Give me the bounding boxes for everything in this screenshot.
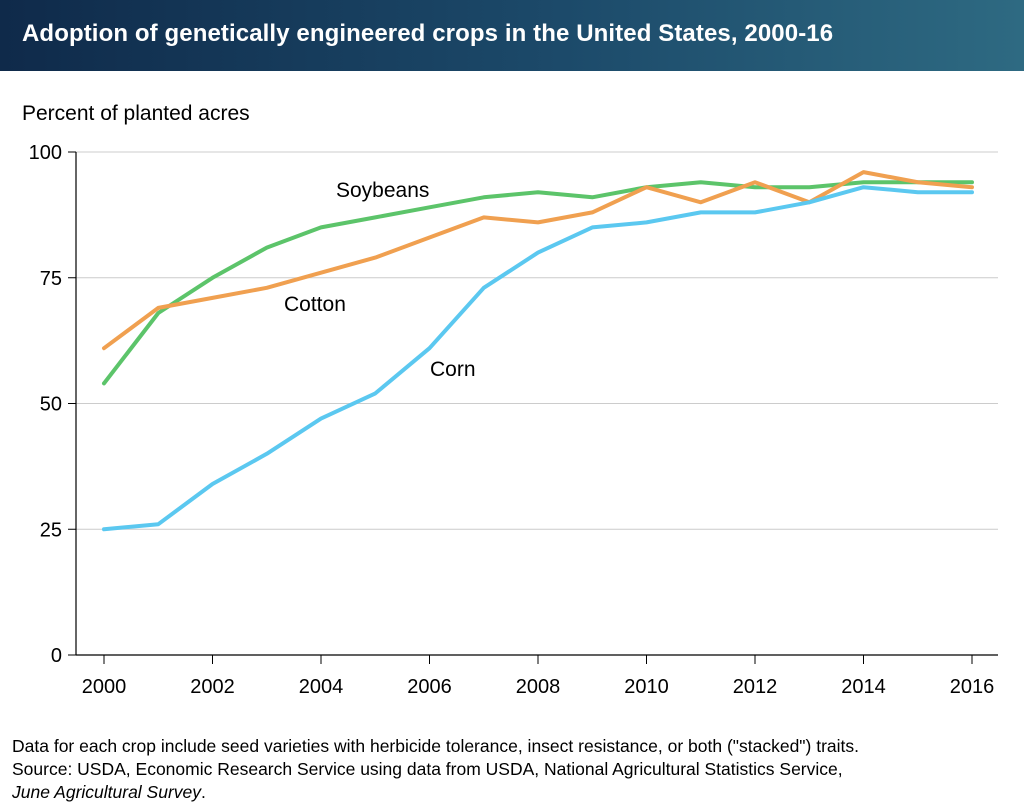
gridlines: [76, 151, 998, 530]
series-line-corn: [102, 185, 974, 532]
y-tick-label-75: 75: [40, 268, 62, 290]
tick-labels: 0 25 50 75 100 2000 2002 2004 2006 2008 2010 2012 20…: [29, 142, 995, 698]
y-tick-label-50: 50: [40, 394, 62, 416]
series-label-cotton: Cotton: [284, 293, 346, 316]
series-label-corn: Corn: [430, 358, 476, 381]
footnote-line-3: June Agricultural Survey.: [12, 781, 1022, 804]
y-tick-label-100: 100: [29, 142, 62, 164]
axes: [68, 151, 998, 664]
title-banner: Adoption of genetically engineered crops…: [0, 0, 1024, 71]
footnote-line-2: Source: USDA, Economic Research Service …: [12, 759, 843, 779]
x-tick-label-2000: 2000: [82, 676, 127, 698]
x-tick-label-2004: 2004: [299, 676, 344, 698]
x-tick-label-2012: 2012: [733, 676, 778, 698]
survey-name: June Agricultural Survey: [12, 782, 202, 802]
x-tick-label-2010: 2010: [624, 676, 669, 698]
footnote-line-1: Data for each crop include seed varietie…: [12, 736, 859, 756]
footnote: Data for each crop include seed varietie…: [12, 735, 1022, 804]
x-tick-label-2014: 2014: [841, 676, 886, 698]
y-tick-label-25: 25: [40, 519, 62, 541]
series-labels: Soybeans Cotton Corn: [284, 179, 476, 381]
footnote-period: .: [201, 782, 206, 802]
series-line-cotton: [102, 170, 974, 351]
y-tick-label-0: 0: [51, 645, 62, 667]
x-tick-label-2002: 2002: [190, 676, 235, 698]
series-line-soybeans: [102, 180, 974, 386]
x-tick-label-2008: 2008: [516, 676, 561, 698]
series-lines: [102, 170, 974, 532]
y-axis-label: Percent of planted acres: [22, 102, 250, 125]
x-tick-label-2016: 2016: [950, 676, 995, 698]
series-label-soybeans: Soybeans: [336, 179, 429, 202]
chart-title: Adoption of genetically engineered crops…: [22, 20, 834, 47]
x-tick-label-2006: 2006: [407, 676, 452, 698]
